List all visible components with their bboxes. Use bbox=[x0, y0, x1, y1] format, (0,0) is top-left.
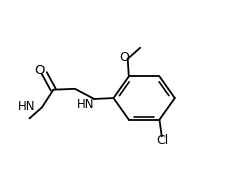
Text: O: O bbox=[119, 51, 129, 64]
Text: O: O bbox=[34, 64, 44, 77]
Text: Cl: Cl bbox=[156, 134, 168, 147]
Text: HN: HN bbox=[18, 100, 35, 113]
Text: HN: HN bbox=[77, 98, 95, 111]
